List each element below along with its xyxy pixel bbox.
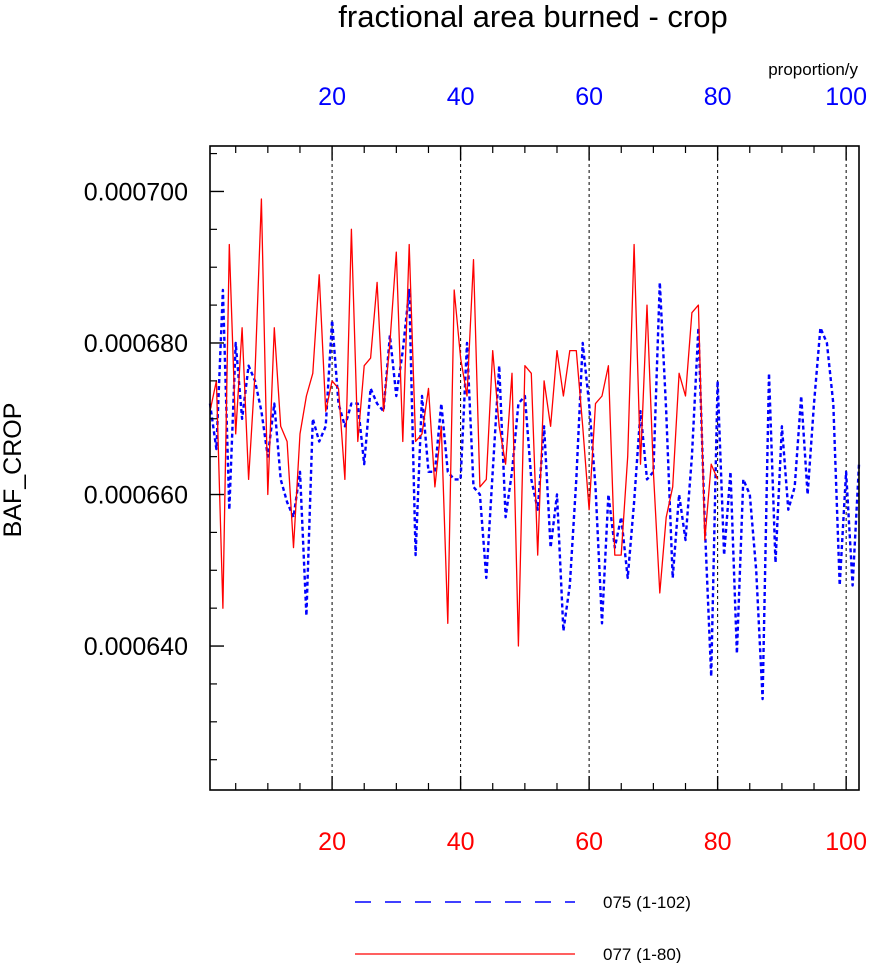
x-tick-label-top: 20 xyxy=(318,83,346,111)
x-tick-label-bottom: 40 xyxy=(447,828,475,856)
y-tick-labels: 0.000640 0.000660 0.000680 0.000700 xyxy=(84,178,188,661)
x-tick-label-bottom: 60 xyxy=(575,828,603,856)
bottom-x-tick-labels: 20 40 60 80 100 xyxy=(318,828,867,856)
series-line-1 xyxy=(209,198,719,647)
x-tick-label-top: 80 xyxy=(704,83,732,111)
x-tick-label-top: 60 xyxy=(575,83,603,111)
y-axis-label: BAF_CROP xyxy=(0,403,27,538)
legend-label-075: 075 (1-102) xyxy=(603,893,691,912)
legend: 075 (1-102) 077 (1-80) xyxy=(355,893,691,963)
y-tick-label: 0.000680 xyxy=(84,330,188,358)
units-label: proportion/y xyxy=(768,60,858,79)
y-tick-label: 0.000700 xyxy=(84,178,188,206)
x-tick-label-top: 40 xyxy=(447,83,475,111)
plot-frame xyxy=(209,145,860,791)
x-tick-label-top: 100 xyxy=(825,83,867,111)
series-layer xyxy=(208,198,861,701)
chart-title: fractional area burned - crop xyxy=(338,0,727,34)
x-tick-label-bottom: 80 xyxy=(704,828,732,856)
legend-label-077: 077 (1-80) xyxy=(603,945,681,963)
y-tick-label: 0.000640 xyxy=(84,633,188,661)
top-x-tick-labels: 20 40 60 80 100 xyxy=(318,83,867,111)
grid-lines xyxy=(331,146,847,790)
series-line-0 xyxy=(208,281,861,701)
x-tick-label-bottom: 20 xyxy=(318,828,346,856)
y-tick-label: 0.000660 xyxy=(84,482,188,510)
x-tick-label-bottom: 100 xyxy=(825,828,867,856)
axis-ticks xyxy=(210,146,847,790)
